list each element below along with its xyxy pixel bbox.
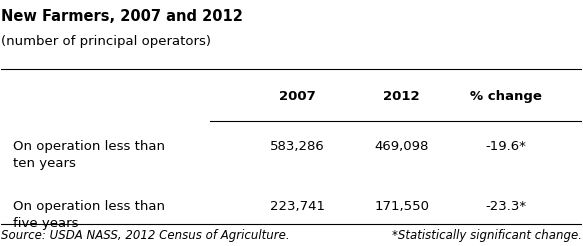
Text: 583,286: 583,286 <box>270 140 325 154</box>
Text: 2007: 2007 <box>279 90 315 103</box>
Text: On operation less than
five years: On operation less than five years <box>13 200 165 230</box>
Text: (number of principal operators): (number of principal operators) <box>1 35 212 48</box>
Text: % change: % change <box>470 90 542 103</box>
Text: New Farmers, 2007 and 2012: New Farmers, 2007 and 2012 <box>1 9 243 24</box>
Text: 469,098: 469,098 <box>374 140 429 154</box>
Text: 2012: 2012 <box>384 90 420 103</box>
Text: *Statistically significant change.: *Statistically significant change. <box>392 229 582 242</box>
Text: -19.6*: -19.6* <box>486 140 526 154</box>
Text: Source: USDA NASS, 2012 Census of Agriculture.: Source: USDA NASS, 2012 Census of Agricu… <box>1 229 290 242</box>
Text: 223,741: 223,741 <box>270 200 325 213</box>
Text: -23.3*: -23.3* <box>486 200 527 213</box>
Text: On operation less than
ten years: On operation less than ten years <box>13 140 165 170</box>
Text: 171,550: 171,550 <box>374 200 429 213</box>
